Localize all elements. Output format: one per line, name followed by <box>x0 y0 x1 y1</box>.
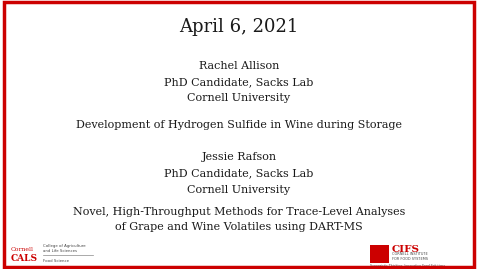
Text: Cornell University: Cornell University <box>187 185 291 195</box>
Text: CALS: CALS <box>11 254 37 263</box>
Text: April 6, 2021: April 6, 2021 <box>179 18 299 36</box>
Text: Cornell: Cornell <box>11 247 33 252</box>
Text: Novel, High-Throughput Methods for Trace-Level Analyses
of Grape and Wine Volati: Novel, High-Throughput Methods for Trace… <box>73 207 405 232</box>
Text: PhD Candidate, Sacks Lab: PhD Candidate, Sacks Lab <box>164 168 314 179</box>
Text: /: / <box>378 249 381 259</box>
Text: Jessie Rafson: Jessie Rafson <box>201 152 277 162</box>
Text: Cornell University: Cornell University <box>187 93 291 103</box>
Text: Rachel Allison: Rachel Allison <box>199 61 279 71</box>
FancyBboxPatch shape <box>370 245 389 263</box>
Text: Development of Hydrogen Sulfide in Wine during Storage: Development of Hydrogen Sulfide in Wine … <box>76 120 402 130</box>
Text: Food Science: Food Science <box>43 259 69 263</box>
Text: College of Agriculture
and Life Sciences: College of Agriculture and Life Sciences <box>43 244 86 253</box>
Text: PhD Candidate, Sacks Lab: PhD Candidate, Sacks Lab <box>164 77 314 87</box>
Text: CORNELL INSTITUTE
FOR FOOD SYSTEMS: CORNELL INSTITUTE FOR FOOD SYSTEMS <box>392 252 428 261</box>
Text: CIFS: CIFS <box>392 245 420 254</box>
Text: Synergistic Thinking. Innovative Food Solutions.: Synergistic Thinking. Innovative Food So… <box>370 264 447 268</box>
